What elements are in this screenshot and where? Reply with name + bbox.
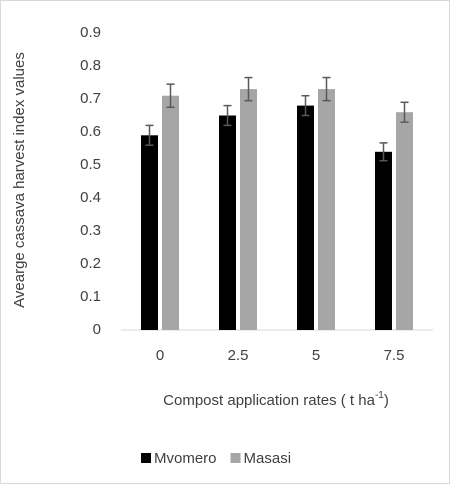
- x-axis-title: Compost application rates ( t ha-1): [163, 390, 389, 409]
- y-tick-label: 0.1: [80, 288, 101, 305]
- x-tick-label: 0: [156, 347, 164, 364]
- bar: [240, 89, 257, 330]
- error-bar: [400, 101, 409, 123]
- y-tick-label: 0.5: [80, 156, 101, 173]
- legend-label: Masasi: [244, 450, 292, 467]
- y-tick-label: 0.2: [80, 255, 101, 272]
- bar: [318, 89, 335, 330]
- error-bar: [301, 94, 310, 117]
- legend-label: Mvomero: [154, 450, 217, 467]
- x-axis-title-text: Compost application rates ( t ha: [163, 392, 375, 409]
- legend-swatch: [230, 453, 241, 463]
- error-bar: [379, 142, 388, 162]
- x-tick-label: 7.5: [384, 347, 405, 364]
- x-tick-label: 2.5: [228, 347, 249, 364]
- y-tick-label: 0.8: [80, 57, 101, 74]
- legend-swatch: [141, 453, 151, 463]
- x-axis-title-sup: -1: [375, 390, 384, 401]
- bar: [219, 115, 236, 330]
- bar: [375, 151, 392, 330]
- bar: [297, 105, 314, 330]
- error-bar: [145, 124, 154, 146]
- error-bar: [223, 104, 232, 127]
- bar: [141, 135, 158, 330]
- x-tick-label: 5: [312, 347, 320, 364]
- y-tick-label: 0.3: [80, 222, 101, 239]
- y-tick-label: 0: [93, 321, 101, 338]
- y-axis-title: Avearge cassava harvest index values: [11, 52, 28, 308]
- y-tick-label: 0.6: [80, 123, 101, 140]
- y-tick-label: 0.7: [80, 90, 101, 107]
- error-bar: [166, 83, 175, 108]
- bar: [162, 95, 179, 330]
- error-bar: [244, 76, 253, 102]
- y-tick-label: 0.9: [80, 24, 101, 41]
- y-tick-label: 0.4: [80, 189, 101, 206]
- bar: [396, 112, 413, 330]
- x-axis-title-end: ): [384, 392, 389, 409]
- error-bar: [322, 76, 331, 102]
